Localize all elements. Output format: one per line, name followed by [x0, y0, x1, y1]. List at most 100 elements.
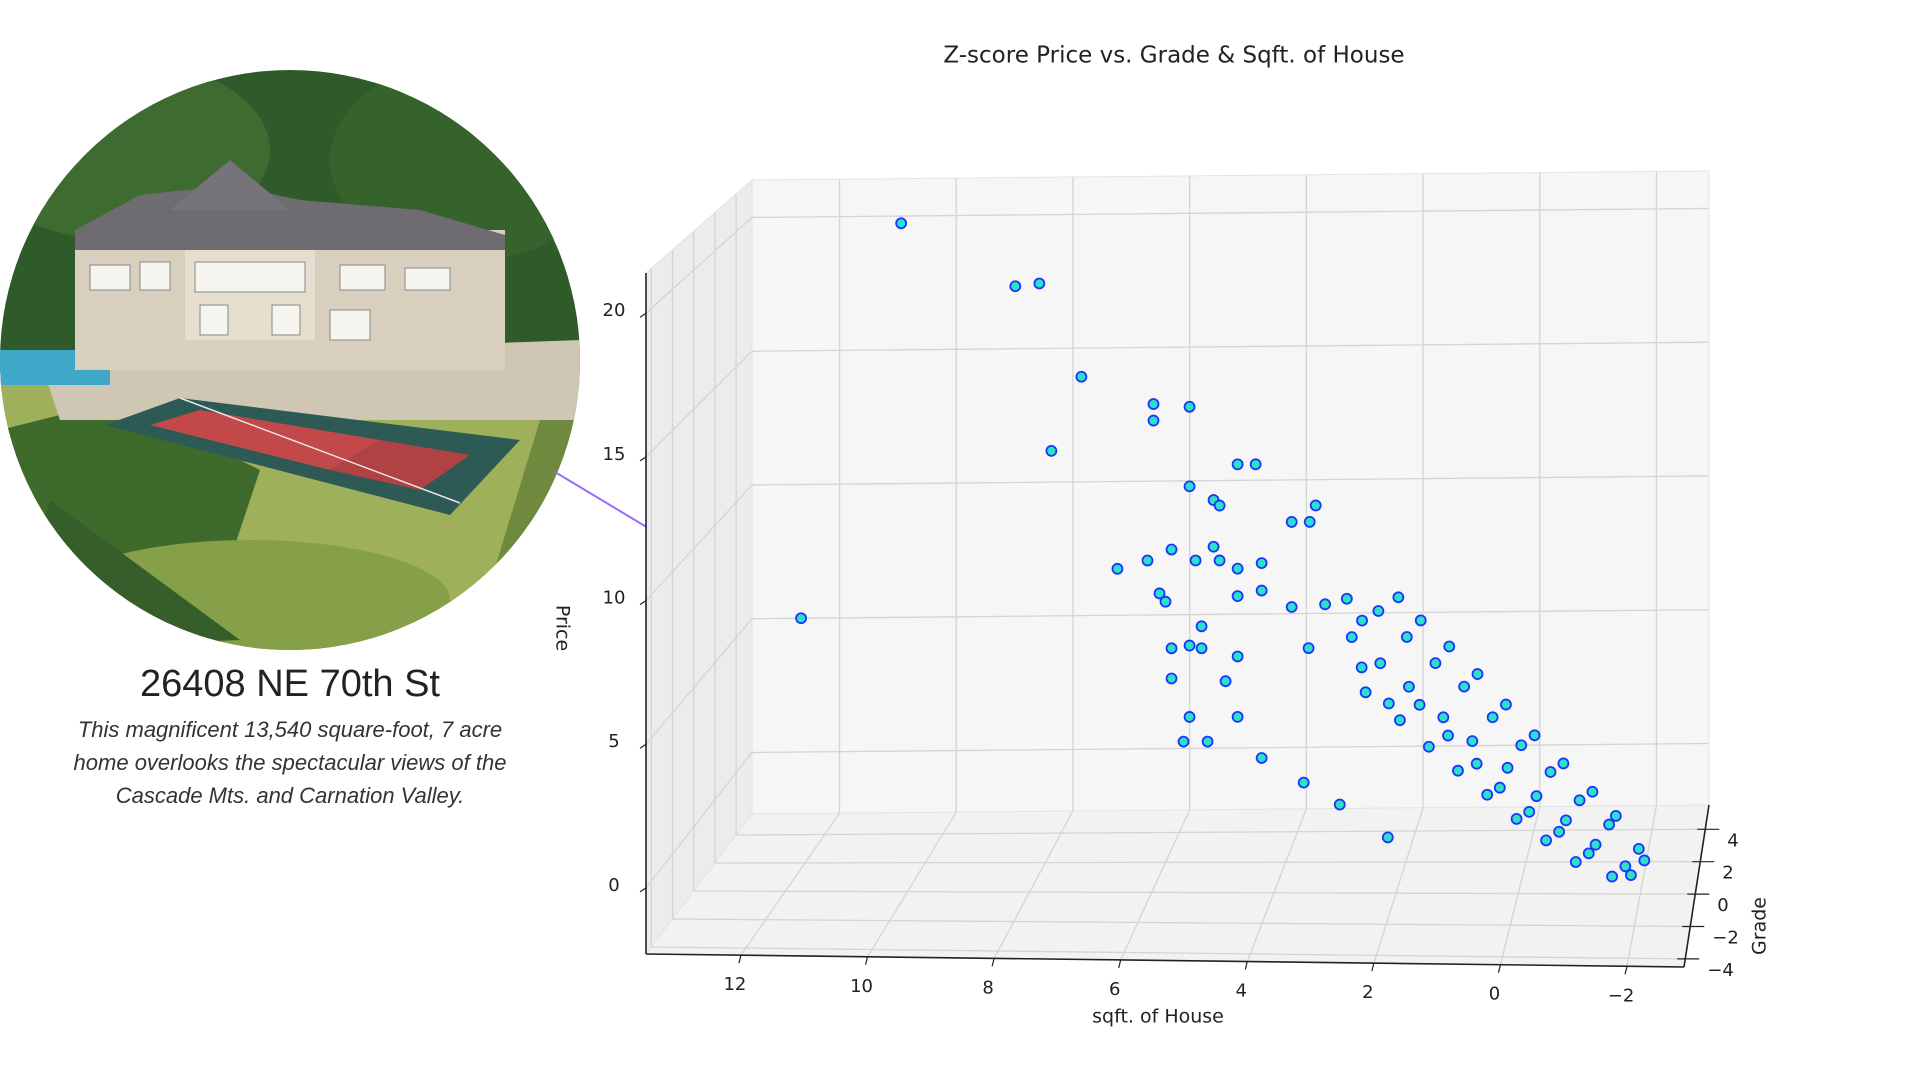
- grid-line: [740, 812, 841, 956]
- point: [1528, 729, 1541, 742]
- point: [1231, 650, 1244, 663]
- point: [1309, 499, 1322, 512]
- point: [1400, 631, 1413, 643]
- point: [1255, 752, 1268, 764]
- point: [1493, 781, 1506, 794]
- point: [1219, 675, 1232, 688]
- point: [1372, 605, 1385, 617]
- point: [1303, 515, 1316, 528]
- point: [1443, 640, 1456, 653]
- point: [1249, 458, 1262, 471]
- point: [1429, 657, 1442, 670]
- grid-line: [645, 350, 753, 458]
- point: [1458, 680, 1471, 693]
- point: [1297, 776, 1310, 789]
- point: [1183, 711, 1196, 723]
- tick-mark: [639, 743, 647, 749]
- tick-mark: [1371, 962, 1375, 972]
- point: [1632, 842, 1645, 855]
- y-tick-label: −2: [1712, 928, 1739, 949]
- grid-line: [1499, 806, 1541, 965]
- point: [1183, 639, 1196, 652]
- x-tick-label: 4: [1236, 981, 1247, 1002]
- point: [1207, 540, 1220, 553]
- point: [1586, 785, 1599, 798]
- tick-mark: [1624, 966, 1628, 975]
- point: [1302, 642, 1315, 655]
- grid-line: [1120, 809, 1191, 961]
- point: [1231, 562, 1244, 575]
- point: [1466, 735, 1479, 748]
- point: [1437, 711, 1450, 724]
- point: [1333, 798, 1346, 811]
- point: [1589, 838, 1602, 851]
- point: [1471, 668, 1484, 680]
- point: [1523, 805, 1536, 818]
- point: [1392, 591, 1405, 604]
- tick-mark: [864, 956, 869, 965]
- x-tick-label: 2: [1362, 982, 1373, 1003]
- listing-address: 26408 NE 70th St: [140, 663, 440, 705]
- point: [1165, 672, 1178, 685]
- point: [1515, 739, 1528, 752]
- point: [1606, 870, 1618, 883]
- point: [1560, 814, 1572, 827]
- grid-line: [751, 742, 1710, 754]
- point: [1603, 818, 1616, 831]
- point: [1501, 761, 1514, 774]
- point: [1231, 590, 1244, 602]
- grid-line: [751, 475, 1710, 486]
- point: [1510, 813, 1523, 825]
- point: [1582, 847, 1595, 860]
- grid-line: [1246, 808, 1307, 962]
- tick-mark: [639, 312, 647, 318]
- z-axis-label: Price: [552, 605, 574, 651]
- point: [1382, 697, 1395, 710]
- grid-line: [1373, 807, 1424, 964]
- point: [1414, 614, 1427, 627]
- grid-line: [651, 946, 1686, 960]
- grid-line: [751, 341, 1710, 352]
- point: [1319, 598, 1331, 611]
- grid-line: [645, 216, 753, 314]
- point: [1075, 370, 1088, 383]
- x-tick-label: 10: [850, 976, 873, 997]
- y-axis-label: Grade: [1749, 897, 1771, 955]
- point: [1285, 516, 1298, 528]
- listing-description: home overlooks the spectacular views of …: [74, 750, 507, 775]
- tick-mark: [639, 456, 647, 462]
- point: [1553, 825, 1566, 838]
- point: [1213, 499, 1226, 512]
- point: [1009, 280, 1022, 293]
- point: [1231, 710, 1244, 723]
- point: [1355, 661, 1368, 674]
- y-tick-label: 2: [1722, 863, 1733, 884]
- house-photo: [0, 70, 580, 650]
- grid-line: [645, 484, 753, 602]
- point: [1255, 584, 1268, 597]
- point: [1045, 444, 1058, 457]
- tick-mark: [1497, 964, 1502, 973]
- point: [1359, 686, 1372, 699]
- x-axis-label: sqft. of House: [1092, 1006, 1224, 1028]
- point: [1033, 277, 1046, 290]
- z-tick-label: 0: [608, 875, 619, 896]
- chart-title: Z-score Price vs. Grade & Sqft. of House: [943, 43, 1404, 69]
- point: [1165, 642, 1178, 655]
- point: [1569, 856, 1582, 868]
- grid-line: [751, 609, 1710, 620]
- point: [1183, 480, 1196, 493]
- point: [1638, 854, 1651, 867]
- x-tick-label: 6: [1109, 979, 1120, 1000]
- tick-mark: [738, 955, 742, 964]
- point: [1486, 711, 1499, 724]
- y-tick-label: −4: [1707, 960, 1734, 981]
- point: [895, 217, 908, 230]
- tick-mark: [1244, 961, 1248, 970]
- point: [1356, 614, 1368, 627]
- point: [1159, 595, 1172, 608]
- listing-description: Cascade Mts. and Carnation Valley.: [116, 783, 465, 808]
- tick-mark: [1118, 959, 1122, 969]
